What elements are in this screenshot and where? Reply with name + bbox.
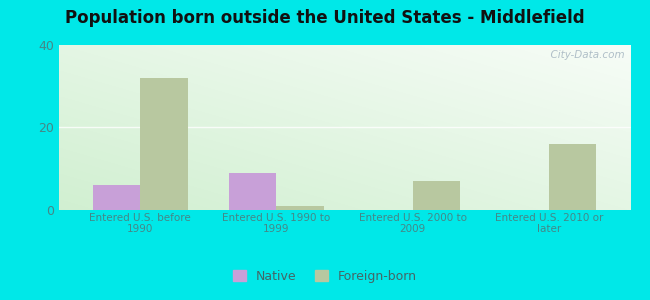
Bar — [276, 206, 324, 210]
Bar — [229, 173, 276, 210]
Legend: Native, Foreign-born: Native, Foreign-born — [228, 265, 422, 288]
Bar — [92, 185, 140, 210]
Bar — [140, 78, 188, 210]
Text: Population born outside the United States - Middlefield: Population born outside the United State… — [65, 9, 585, 27]
Bar — [549, 144, 597, 210]
Bar — [413, 181, 460, 210]
Text: City-Data.com: City-Data.com — [544, 50, 625, 60]
